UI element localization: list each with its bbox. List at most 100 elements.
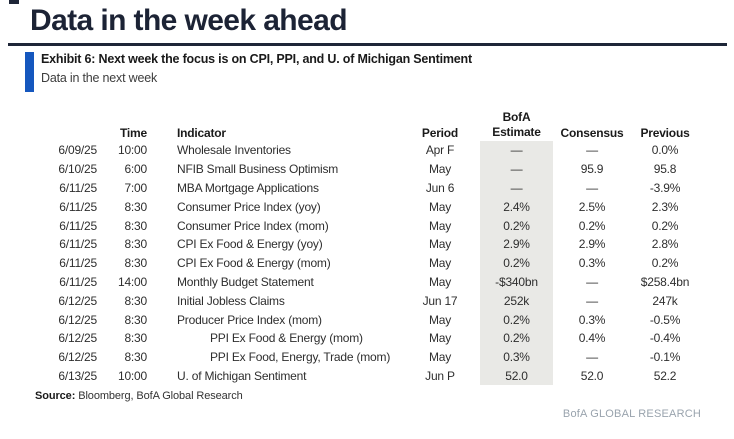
title-divider-rule [8, 43, 727, 46]
cell-time: 10:00 [117, 143, 147, 158]
cell-period: May [428, 218, 452, 233]
crop-artifact-mark [9, 0, 19, 4]
cell-previous: 0.2% [651, 256, 679, 271]
header-indicator: Indicator [177, 126, 226, 140]
cell-previous: 2.8% [651, 237, 679, 252]
table-row: 6/12/25 8:30 PPI Ex Food & Energy (mom) May… [35, 328, 700, 348]
cell-time: 8:30 [124, 237, 147, 252]
table-row: 6/10/25 6:00 NFIB Small Business Optimism M… [35, 159, 700, 179]
cell-period: May [428, 331, 452, 346]
header-time: Time [120, 126, 147, 140]
cell-time: 8:30 [124, 256, 147, 271]
cell-previous: 0.2% [651, 218, 679, 233]
cell-estimate: — [480, 178, 553, 198]
table-row: 6/09/25 10:00 Wholesale Inventories Apr F — —… [35, 141, 700, 160]
cell-period: Jun 6 [425, 180, 455, 195]
cell-period: May [428, 274, 452, 289]
table-body: 6/09/25 10:00 Wholesale Inventories Apr F — —… [35, 141, 700, 386]
cell-previous: -3.9% [649, 180, 681, 195]
cell-time: 6:00 [124, 162, 147, 177]
cell-indicator: U. of Michigan Sentiment [177, 368, 307, 383]
cell-indicator: Wholesale Inventories [177, 143, 291, 158]
cell-period: May [428, 312, 452, 327]
table-header-row: Time Indicator Period BofA Estimate Cons… [35, 104, 700, 140]
exhibit-title: Exhibit 6: Next week the focus is on CPI… [41, 52, 472, 66]
cell-consensus: — [586, 274, 598, 289]
cell-time: 14:00 [117, 274, 147, 289]
cell-previous: -0.4% [649, 331, 681, 346]
cell-date: 6/10/25 [58, 162, 97, 177]
header-bofa-estimate-line1: BofA [502, 110, 531, 124]
cell-period: May [428, 199, 452, 214]
cell-time: 7:00 [124, 180, 147, 195]
cell-estimate: 2.9% [480, 234, 553, 254]
table-row: 6/11/25 8:30 Consumer Price Index (yoy) May… [35, 197, 700, 217]
cell-date: 6/12/25 [58, 331, 97, 346]
table-row: 6/12/25 8:30 Initial Jobless Claims Jun 17 2… [35, 291, 700, 311]
cell-consensus: — [586, 143, 598, 158]
cell-estimate: 52.0 [480, 366, 553, 386]
cell-time: 8:30 [124, 350, 147, 365]
header-consensus: Consensus [560, 126, 624, 140]
cell-date: 6/11/25 [59, 256, 97, 271]
cell-consensus: 95.9 [580, 162, 604, 177]
cell-previous: -0.5% [649, 312, 681, 327]
cell-indicator: CPI Ex Food & Energy (mom) [177, 256, 331, 271]
cell-estimate: -$340bn [480, 272, 553, 292]
cell-date: 6/09/25 [58, 143, 97, 158]
cell-time: 8:30 [124, 218, 147, 233]
cell-date: 6/11/25 [59, 180, 97, 195]
cell-indicator: Consumer Price Index (mom) [177, 218, 329, 233]
cell-consensus: 52.0 [580, 368, 604, 383]
cell-consensus: — [586, 180, 598, 195]
cell-period: May [428, 350, 452, 365]
cell-estimate: 0.3% [480, 347, 553, 367]
cell-indicator: PPI Ex Food, Energy, Trade (mom) [210, 350, 391, 365]
cell-indicator: Consumer Price Index (yoy) [177, 199, 321, 214]
cell-date: 6/12/25 [58, 312, 97, 327]
cell-consensus: 2.5% [578, 199, 606, 214]
cell-estimate: 2.4% [480, 197, 553, 217]
exhibit-header: Exhibit 6: Next week the focus is on CPI… [25, 51, 472, 92]
table-row: 6/11/25 8:30 CPI Ex Food & Energy (yoy) May… [35, 234, 700, 254]
table-row: 6/11/25 7:00 MBA Mortgage Applications Jun … [35, 178, 700, 198]
cell-indicator: CPI Ex Food & Energy (yoy) [177, 237, 323, 252]
cell-consensus: 0.3% [578, 256, 606, 271]
cell-previous: 52.2 [653, 368, 677, 383]
cell-time: 8:30 [124, 312, 147, 327]
cell-period: May [428, 237, 452, 252]
cell-consensus: — [586, 293, 598, 308]
cell-period: Jun P [425, 368, 455, 383]
table-row: 6/12/25 8:30 Producer Price Index (mom) May… [35, 310, 700, 329]
cell-estimate: 0.2% [480, 216, 553, 235]
cell-time: 8:30 [124, 293, 147, 308]
cell-estimate: 252k [480, 291, 553, 311]
table-row: 6/11/25 14:00 Monthly Budget Statement May -… [35, 272, 700, 292]
cell-date: 6/13/25 [58, 368, 97, 383]
source-note: Source: Bloomberg, BofA Global Research [35, 390, 243, 402]
cell-date: 6/11/25 [59, 218, 97, 233]
header-previous: Previous [640, 126, 690, 140]
cell-period: May [428, 162, 452, 177]
cell-previous: 247k [652, 293, 678, 308]
cell-date: 6/11/25 [59, 274, 97, 289]
header-period: Period [421, 126, 459, 140]
cell-time: 8:30 [124, 331, 147, 346]
cell-period: Apr F [425, 143, 455, 158]
cell-period: May [428, 256, 452, 271]
cell-estimate: 0.2% [480, 328, 553, 348]
exhibit-subtitle: Data in the next week [41, 71, 158, 85]
cell-consensus: — [586, 350, 598, 365]
cell-estimate: — [480, 141, 553, 160]
cell-estimate: — [480, 159, 553, 179]
table-row: 6/11/25 8:30 Consumer Price Index (mom) May… [35, 216, 700, 235]
header-bofa-estimate: BofA Estimate [480, 104, 553, 140]
cell-estimate: 0.2% [480, 253, 553, 273]
cell-consensus: 0.2% [578, 218, 606, 233]
cell-indicator: Initial Jobless Claims [177, 293, 285, 308]
table-row: 6/12/25 8:30 PPI Ex Food, Energy, Trade (m… [35, 347, 700, 367]
cell-indicator: Monthly Budget Statement [177, 274, 314, 289]
cell-time: 10:00 [117, 368, 147, 383]
cell-previous: -0.1% [649, 350, 681, 365]
cell-date: 6/11/25 [59, 237, 97, 252]
